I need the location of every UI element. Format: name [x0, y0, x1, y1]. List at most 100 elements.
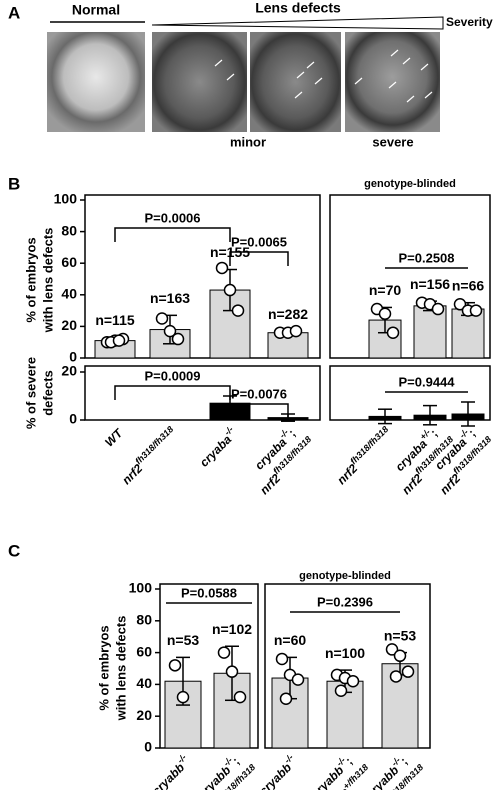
plot-frame — [84, 365, 321, 421]
data-point — [469, 304, 483, 317]
comparison-bracket — [114, 227, 231, 242]
data-point — [171, 332, 185, 346]
data-point — [215, 261, 229, 275]
p-value: P=0.0065 — [231, 234, 287, 249]
y-tick-label: 80 — [61, 222, 77, 238]
n-label: n=60 — [274, 632, 307, 648]
data-point — [289, 324, 303, 338]
minor-label: minor — [230, 134, 266, 149]
chart-title: genotype-blinded — [364, 178, 456, 190]
data-point — [279, 692, 293, 705]
x-tick-label: cryaba-/- — [195, 424, 240, 469]
data-point — [176, 690, 190, 704]
data-point — [112, 334, 126, 347]
plot-frame — [84, 194, 321, 359]
data-point — [393, 649, 407, 663]
data-point — [334, 684, 348, 698]
p-value: P=0.0076 — [231, 386, 287, 401]
y-tick-label: 100 — [54, 191, 78, 207]
x-tick-label: nrf2fh318/fh318 — [117, 424, 180, 487]
severity-label: Severity — [446, 15, 493, 29]
n-label: n=163 — [150, 290, 190, 306]
severe-label: severe — [372, 134, 413, 149]
y-tick-label: 20 — [136, 707, 152, 723]
data-point — [431, 302, 445, 316]
severity-wedge — [151, 16, 444, 30]
n-label: n=282 — [268, 306, 308, 322]
y-tick-label: 0 — [69, 349, 77, 365]
y-tick-label: 60 — [61, 254, 77, 270]
n-label: n=53 — [384, 627, 417, 643]
error-bar — [378, 408, 392, 425]
p-value: P=0.2396 — [317, 594, 373, 609]
y-tick-label: 100 — [129, 580, 153, 596]
lens-image — [345, 32, 440, 132]
data-point — [168, 659, 182, 672]
y-tick-label: 40 — [61, 286, 77, 302]
p-value: P=0.2508 — [398, 250, 454, 265]
x-tick-label: WT — [102, 425, 126, 449]
x-tick-label: cryabb-/- — [148, 752, 194, 790]
label-part: fh318/fh318 — [133, 424, 175, 466]
data-point — [275, 652, 289, 666]
data-point — [231, 304, 245, 317]
y-tick-label: 80 — [136, 612, 152, 628]
data-point — [223, 283, 237, 297]
data-point — [401, 665, 415, 678]
n-label: n=100 — [325, 645, 365, 661]
x-tick-label: cryabb-/- — [255, 752, 301, 790]
label-part: nrf2 — [327, 786, 353, 790]
label-part: fh318/fh318 — [348, 424, 390, 466]
n-label: n=70 — [369, 282, 402, 298]
label-part: +/fh318 — [341, 762, 370, 790]
plot-frame — [329, 365, 491, 421]
y-tick-label: 40 — [136, 675, 152, 691]
comparison-bracket — [114, 385, 231, 400]
data-point — [291, 673, 305, 686]
data-point — [378, 307, 392, 321]
panel-label: A — [8, 3, 20, 22]
plot-frame — [329, 194, 491, 359]
n-label: n=53 — [167, 632, 200, 648]
data-point — [225, 665, 239, 678]
data-point — [453, 298, 467, 311]
y-axis-label: with lens defects — [113, 616, 128, 722]
defects-label: Lens defects — [255, 0, 341, 16]
data-point — [386, 326, 400, 339]
n-label: n=102 — [212, 621, 252, 637]
data-point — [163, 324, 177, 338]
p-value: P=0.0006 — [144, 210, 200, 225]
data-point — [155, 312, 169, 325]
n-label: n=115 — [95, 312, 135, 328]
y-axis-label: defects — [40, 370, 55, 416]
y-tick-label: 0 — [144, 739, 152, 755]
bar — [164, 680, 202, 749]
lens-image — [47, 32, 145, 132]
y-tick-label: 20 — [61, 317, 77, 333]
normal-label: Normal — [72, 2, 120, 18]
p-value: P=0.9444 — [398, 374, 455, 389]
comparison-bracket — [229, 251, 289, 266]
arrows — [214, 49, 433, 103]
panel-label: C — [8, 541, 20, 560]
y-tick-label: 60 — [136, 643, 152, 659]
n-label: n=156 — [410, 276, 450, 292]
data-point — [346, 674, 360, 688]
data-point — [233, 690, 247, 704]
y-tick-label: 0 — [69, 411, 77, 427]
x-tick-label: nrf2fh318/fh318 — [332, 424, 395, 487]
comparison-bracket — [229, 403, 289, 418]
lens-image — [152, 32, 247, 132]
n-label: n=66 — [452, 277, 485, 293]
y-tick-label: 20 — [61, 363, 77, 379]
y-axis-label: % of embryos — [96, 625, 111, 710]
y-axis-label: with lens defects — [40, 228, 55, 334]
chart-title: genotype-blinded — [299, 570, 391, 582]
panel-label: B — [8, 174, 20, 193]
plot-frame — [159, 583, 259, 749]
label-part: WT — [102, 425, 126, 449]
y-axis-label: % of embryos — [23, 237, 38, 322]
lens-image — [250, 32, 341, 132]
y-axis-label: % of severe — [23, 357, 38, 429]
